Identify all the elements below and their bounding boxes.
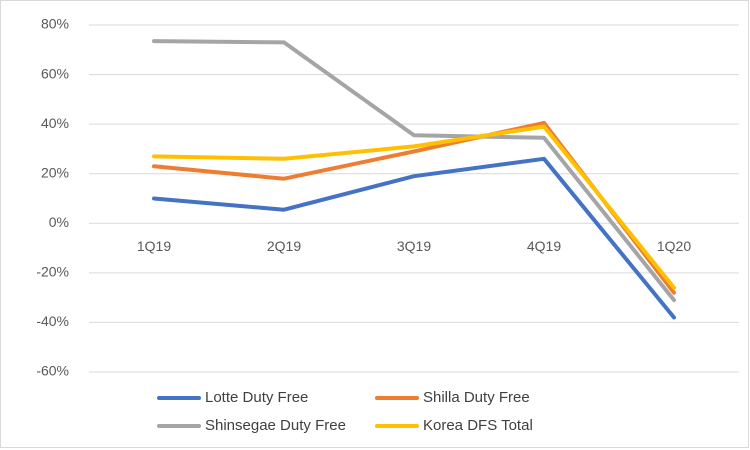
series-line-korea-dfs-total	[152, 124, 676, 290]
legend-label: Lotte Duty Free	[205, 389, 308, 406]
x-tick-label: 1Q19	[137, 238, 171, 254]
x-tick-label: 1Q20	[657, 238, 691, 254]
y-tick-label: -60%	[36, 363, 69, 379]
y-tick-label: -20%	[36, 264, 69, 280]
y-tick-label: 0%	[49, 214, 69, 230]
legend-item: Shinsegae Duty Free	[157, 417, 346, 434]
x-tick-label: 3Q19	[397, 238, 431, 254]
legend: Lotte Duty Free Shilla Duty Free Shinsegae…	[157, 389, 533, 434]
y-tick-label: 20%	[41, 164, 69, 180]
x-axis-ticks: 1Q19 2Q19 3Q19 4Q19 1Q20	[137, 238, 691, 254]
y-tick-label: 80%	[41, 16, 69, 32]
series-line-shinsegae-duty-free	[152, 39, 676, 303]
y-tick-label: 60%	[41, 65, 69, 81]
series-lines	[152, 39, 676, 320]
series-line-lotte-duty-free	[152, 156, 676, 320]
grid-lines	[89, 24, 739, 373]
x-tick-label: 4Q19	[527, 238, 561, 254]
y-axis-ticks: 80% 60% 40% 20% 0% -20% -40% -60%	[36, 16, 69, 379]
legend-item: Lotte Duty Free	[157, 389, 308, 406]
y-tick-label: -40%	[36, 313, 69, 329]
y-tick-label: 40%	[41, 115, 69, 131]
legend-label: Shinsegae Duty Free	[205, 417, 346, 434]
legend-item: Korea DFS Total	[375, 417, 533, 434]
x-tick-label: 2Q19	[267, 238, 301, 254]
legend-item: Shilla Duty Free	[375, 389, 530, 406]
legend-label: Shilla Duty Free	[423, 389, 530, 406]
legend-label: Korea DFS Total	[423, 417, 533, 434]
